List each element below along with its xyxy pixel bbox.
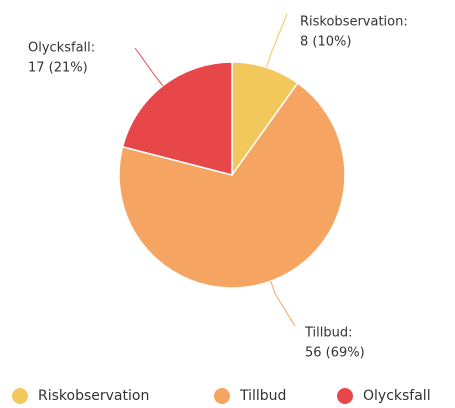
legend-label: Olycksfall bbox=[363, 388, 431, 404]
data-label: Tillbud: bbox=[304, 326, 353, 341]
pie-slice bbox=[121, 61, 233, 176]
legend-label: Tillbud bbox=[239, 388, 286, 404]
data-label: 8 (10%) bbox=[300, 35, 351, 50]
legend-swatch bbox=[12, 388, 28, 404]
legend-label: Riskobservation bbox=[38, 388, 149, 404]
data-label: 17 (21%) bbox=[28, 61, 88, 76]
data-label: Riskobservation: bbox=[300, 15, 408, 30]
legend-swatch bbox=[214, 388, 230, 404]
label-connector bbox=[134, 47, 164, 86]
label-connector bbox=[270, 281, 296, 327]
label-connector bbox=[266, 13, 288, 68]
data-label: 56 (69%) bbox=[305, 346, 365, 361]
pie-slice bbox=[118, 82, 346, 289]
legend-swatch bbox=[337, 388, 353, 404]
data-label: Olycksfall: bbox=[28, 41, 95, 56]
